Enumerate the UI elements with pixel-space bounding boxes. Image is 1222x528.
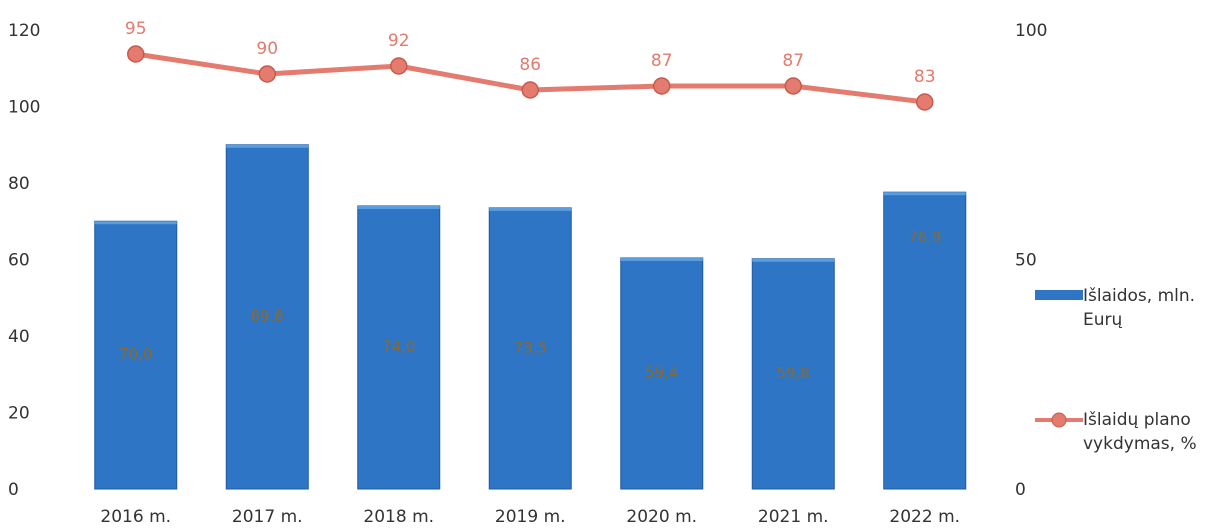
line-data-label: 87	[782, 51, 804, 71]
y-right-tick-label: 100	[1015, 21, 1047, 41]
y-right-tick-label: 0	[1015, 480, 1026, 500]
line-point	[653, 77, 671, 95]
y-left-tick-label: 20	[8, 404, 30, 424]
line-data-label: 86	[519, 55, 541, 75]
line-data-label: 87	[651, 51, 673, 71]
bar	[620, 257, 704, 490]
bar-highlight	[357, 205, 440, 209]
bar-data-label: 76,9	[908, 228, 941, 246]
y-left-tick-label: 80	[8, 174, 30, 194]
x-tick-label: 2022 m.	[889, 507, 960, 527]
y-left-tick-label: 40	[8, 327, 30, 347]
bar-data-label: 89,8	[251, 307, 284, 325]
bar	[883, 191, 967, 490]
bar-highlight	[226, 144, 309, 148]
line-point	[521, 81, 539, 99]
line-point	[916, 93, 934, 111]
x-tick-label: 2019 m.	[495, 507, 566, 527]
bar	[751, 258, 835, 490]
line-point	[127, 45, 145, 63]
x-tick-label: 2021 m.	[758, 507, 829, 527]
y-left-tick-label: 0	[8, 480, 19, 500]
bar-highlight	[489, 207, 572, 211]
y-left-tick-label: 100	[8, 98, 40, 118]
right-axis: 0 50 100	[1015, 21, 1047, 500]
x-tick-label: 2018 m.	[363, 507, 434, 527]
y-left-tick-label: 120	[8, 21, 40, 41]
legend-label-line-series: Išlaidų plano vykdymas, %	[1083, 410, 1197, 454]
x-tick-label: 2017 m.	[232, 507, 303, 527]
line-data-label: 95	[125, 19, 147, 39]
bar-series: 70,0 89,8 74,0 73,5 59,4 59,8 76,9	[94, 144, 967, 490]
bar-data-label: 59,4	[645, 363, 678, 381]
line-point	[390, 57, 408, 75]
x-axis: 2016 m. 2017 m. 2018 m. 2019 m. 2020 m. 2021 …	[100, 507, 960, 527]
legend-bar-swatch-icon	[1035, 290, 1083, 300]
y-right-tick-label: 50	[1015, 251, 1037, 271]
bar	[94, 220, 178, 490]
line-data-label: 92	[388, 31, 410, 51]
legend-line-marker-icon	[1035, 412, 1083, 428]
bar-highlight	[620, 257, 703, 261]
bar-data-label: 70,0	[119, 345, 152, 363]
bar-highlight	[94, 221, 177, 225]
bar-highlight	[883, 192, 966, 196]
line-series: 95 90 92 86 87 87 83	[125, 19, 936, 111]
y-left-tick-label: 60	[8, 251, 30, 271]
bar-data-label: 73,5	[514, 338, 547, 356]
bar-data-label: 74,0	[382, 337, 415, 355]
bar	[357, 205, 441, 490]
line-data-label: 83	[914, 67, 936, 87]
bar	[225, 144, 309, 490]
line-point	[784, 77, 802, 95]
line-data-label: 90	[256, 39, 278, 59]
left-axis: 0 20 40 60 80 100 120	[8, 21, 40, 500]
x-tick-label: 2020 m.	[626, 507, 697, 527]
x-tick-label: 2016 m.	[100, 507, 171, 527]
bar-highlight	[752, 258, 835, 262]
bar	[488, 207, 572, 490]
bar-data-label: 59,8	[777, 364, 810, 382]
line-point	[258, 65, 276, 83]
legend-label-bar-series: Išlaidos, mln. Eurų	[1083, 286, 1196, 330]
